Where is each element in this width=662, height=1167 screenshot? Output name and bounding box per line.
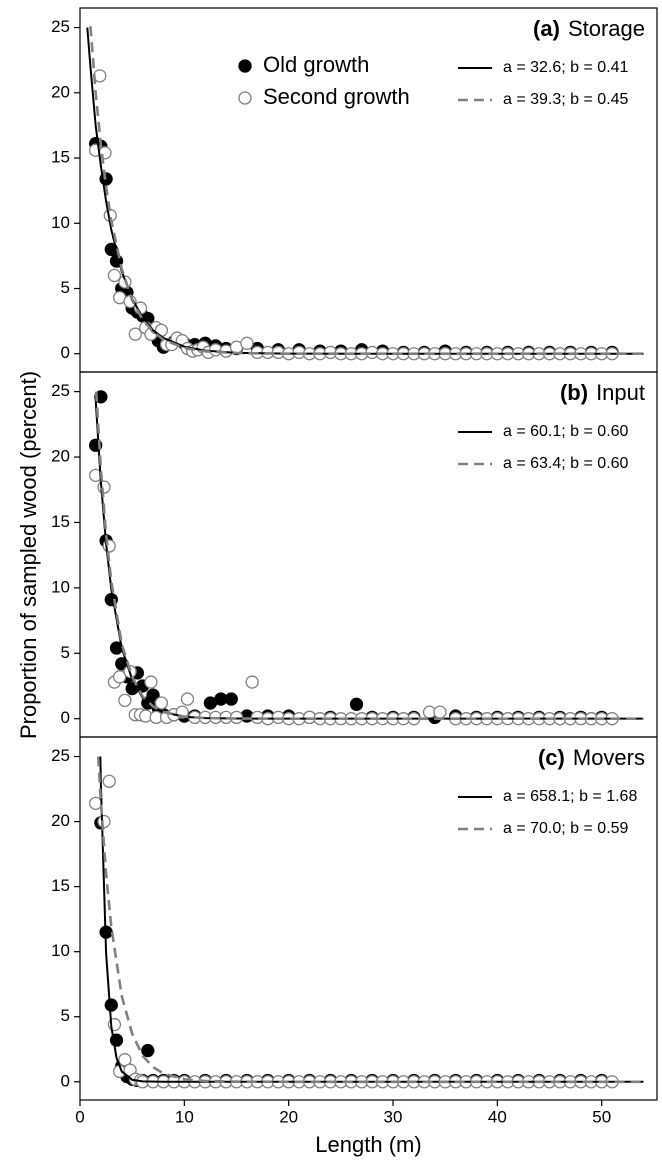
series-layer <box>89 390 644 726</box>
data-point <box>112 670 127 684</box>
x-tick-label: 30 <box>384 1107 403 1126</box>
legend-label: a = 39.3; b = 0.45 <box>503 91 629 108</box>
data-point <box>102 774 116 788</box>
data-point <box>146 688 160 702</box>
x-tick-label: 50 <box>592 1107 611 1126</box>
legend-label: a = 63.4; b = 0.60 <box>503 455 629 472</box>
y-tick-label: 0 <box>61 708 70 727</box>
legend-label: a = 70.0; b = 0.59 <box>503 820 629 837</box>
panel-letter: (b) <box>560 380 588 405</box>
y-tick-label: 20 <box>51 82 70 101</box>
legend-label: Second growth <box>263 84 410 109</box>
panel-name: Storage <box>568 16 645 41</box>
y-tick-label: 25 <box>51 381 70 400</box>
series-layer <box>86 26 644 361</box>
y-tick-label: 25 <box>51 17 70 36</box>
panel-title: (c) Movers <box>538 745 645 770</box>
panel-title: (b) Input <box>560 380 645 405</box>
y-tick-label: 5 <box>61 1006 70 1025</box>
y-axis-label: Proportion of sampled wood (percent) <box>16 371 41 739</box>
data-point <box>97 814 111 829</box>
panel-letter: (a) <box>533 16 560 41</box>
data-point <box>97 480 111 494</box>
y-tick-label: 10 <box>51 577 70 596</box>
fit-curve <box>99 756 644 1083</box>
data-point <box>118 693 132 708</box>
x-tick-label: 10 <box>175 1107 194 1126</box>
data-point <box>128 327 142 341</box>
legend-label: a = 658.1; b = 1.68 <box>503 788 637 805</box>
panel: 0 5 10 15 20 25 Proportion of sampled wood (pe… <box>16 371 658 739</box>
y-tick-label: 15 <box>51 148 70 167</box>
y-tick-label: 20 <box>51 811 70 830</box>
fit-curve <box>94 391 644 720</box>
panel-title: (a) Storage <box>533 16 645 41</box>
data-point <box>433 705 447 719</box>
y-tick-label: 25 <box>51 746 70 765</box>
plot-frame <box>79 736 658 1101</box>
y-tick-label: 0 <box>61 1071 70 1090</box>
y-tick-label: 5 <box>61 278 70 297</box>
data-point <box>104 998 118 1012</box>
data-point <box>154 696 169 710</box>
y-tick-label: 0 <box>61 343 70 362</box>
data-point <box>141 1043 155 1058</box>
legend-label: a = 32.6; b = 0.41 <box>503 59 629 76</box>
data-point <box>349 697 364 711</box>
panel-letter: (c) <box>538 745 565 770</box>
y-tick-label: 10 <box>51 941 70 960</box>
y-tick-label: 15 <box>51 876 70 895</box>
legend-label: a = 60.1; b = 0.60 <box>503 423 629 440</box>
fit-curve <box>94 399 644 720</box>
fit-curve <box>89 26 644 356</box>
data-point <box>107 268 122 283</box>
data-point <box>180 692 195 706</box>
data-point <box>224 692 238 706</box>
x-tick-label: 40 <box>488 1107 507 1126</box>
y-tick-label: 20 <box>51 447 70 466</box>
x-tick-label: 0 <box>75 1107 84 1126</box>
x-tick-label: 20 <box>279 1107 298 1126</box>
legend-marker <box>238 91 252 105</box>
fit-curve <box>96 756 644 1084</box>
data-point <box>98 146 112 160</box>
y-tick-label: 5 <box>61 643 70 662</box>
panel-name: Movers <box>573 745 645 770</box>
series-layer <box>89 756 644 1089</box>
legend-label: Old growth <box>263 52 369 77</box>
x-axis-label: Length (m) <box>315 1132 421 1157</box>
y-tick-label: 10 <box>51 213 70 232</box>
data-point <box>89 796 103 811</box>
y-tick-label: 15 <box>51 512 70 531</box>
panel-name: Input <box>596 380 645 405</box>
legend-marker <box>238 59 252 73</box>
panel: 0 5 10 15 20 25 0 10 20 30 40 50 Length (m) (c) Movers… <box>51 736 658 1157</box>
data-point <box>144 675 158 689</box>
data-point <box>118 1053 132 1067</box>
data-point <box>245 675 259 689</box>
data-point <box>240 336 254 350</box>
panel: 0 5 10 15 20 25 (a) Storage Old growth Second gro… <box>51 7 658 373</box>
